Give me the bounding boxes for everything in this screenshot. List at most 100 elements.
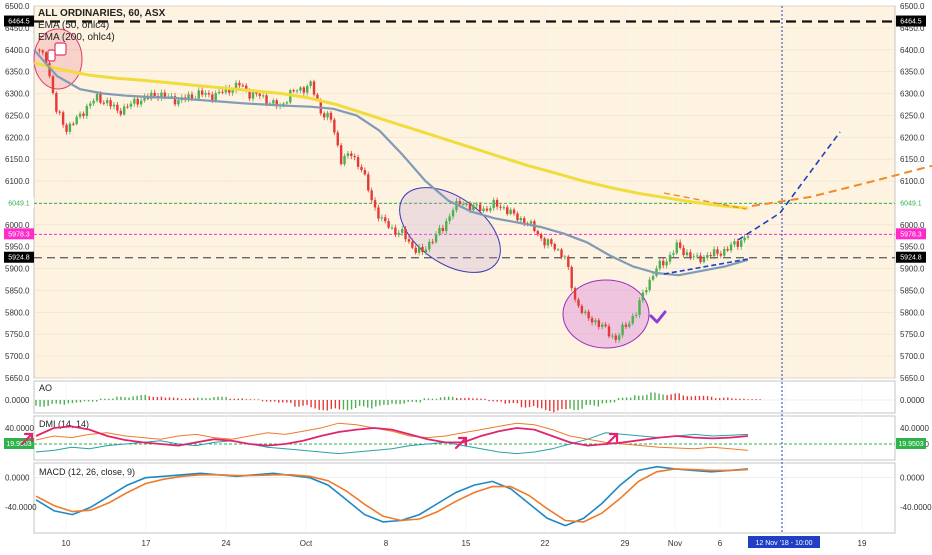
dmi-arrow-icon xyxy=(20,432,34,446)
candle-body xyxy=(516,213,519,221)
candle-body xyxy=(316,94,319,101)
candle-body xyxy=(587,311,590,319)
candle-body xyxy=(617,335,621,340)
y-tick-right: 5950.0 xyxy=(900,243,925,252)
y-tick-right: 6250.0 xyxy=(900,111,925,120)
y-tick-left: 5900.0 xyxy=(5,265,30,274)
candle-body xyxy=(607,326,611,337)
candle-body xyxy=(51,76,55,94)
y-tick-left: 6450.0 xyxy=(5,24,30,33)
x-tick: 29 xyxy=(621,539,630,548)
level-tag-right-top-bg xyxy=(896,15,926,27)
candle-body xyxy=(502,207,506,209)
candle-body xyxy=(716,249,719,254)
candle-body xyxy=(634,314,638,316)
candle-body xyxy=(306,85,309,93)
candle-body xyxy=(109,100,112,107)
cursor-date-tag-bg xyxy=(748,536,820,548)
candle-body xyxy=(282,103,285,105)
level-tag-left-magenta: 5978.3 xyxy=(8,231,30,238)
candle-body xyxy=(302,87,306,93)
y-tick-left: 5850.0 xyxy=(5,286,30,295)
candle-body xyxy=(675,242,678,254)
candle-body xyxy=(384,217,387,222)
candle-body xyxy=(261,95,265,97)
candle-body xyxy=(82,113,85,116)
ao-pane xyxy=(34,381,895,413)
candle-body xyxy=(685,252,689,256)
y-tick-left: 6300.0 xyxy=(5,90,30,99)
candle-body xyxy=(68,123,72,132)
level-tag-left-green-bg xyxy=(4,197,34,209)
candle-body xyxy=(292,90,295,92)
candle-body xyxy=(95,93,99,101)
candle-body xyxy=(285,102,289,104)
y-tick-left: 5650.0 xyxy=(5,374,30,383)
candle-body xyxy=(58,111,61,113)
candle-body xyxy=(740,240,743,247)
candle-body xyxy=(360,166,363,171)
x-tick: 19 xyxy=(858,539,867,548)
candle-body xyxy=(61,112,65,125)
candle-body xyxy=(611,335,614,337)
candle-body xyxy=(217,91,221,94)
candle-body xyxy=(394,227,397,235)
y-tick-left: 6200.0 xyxy=(5,133,30,142)
dmi-level-tag-right-bg xyxy=(896,438,926,449)
candle-body xyxy=(543,238,546,246)
x-tick: 15 xyxy=(462,539,471,548)
candle-body xyxy=(106,100,109,104)
candle-body xyxy=(719,253,723,256)
ema50-line xyxy=(33,49,749,277)
candle-body xyxy=(207,93,211,95)
level-tag-right-gray-bg xyxy=(896,251,926,263)
candle-body xyxy=(75,116,78,125)
y-tick-right: 6150.0 xyxy=(900,155,925,164)
candle-body xyxy=(417,246,421,253)
ellipse-top xyxy=(33,28,83,90)
candle-body xyxy=(234,82,238,91)
candle-body xyxy=(584,311,587,314)
candle-body xyxy=(336,132,339,146)
dmi-pink-line xyxy=(35,425,749,447)
candle-body xyxy=(723,248,726,256)
dmi-title: DMI (14, 14) xyxy=(39,419,89,429)
candle-body xyxy=(373,200,377,208)
y-tick-left: 6150.0 xyxy=(5,155,30,164)
candle-body xyxy=(265,95,268,105)
candle-body xyxy=(248,90,251,99)
candle-body xyxy=(99,93,102,103)
candle-body xyxy=(116,104,119,111)
candle-body xyxy=(631,315,634,324)
candle-body xyxy=(746,236,750,238)
level-tag-right-gray: 5924.8 xyxy=(900,255,922,262)
candle-body xyxy=(397,232,400,235)
projection-orange-line xyxy=(751,164,932,207)
candle-body xyxy=(126,106,129,108)
y-tick-left: 5950.0 xyxy=(5,243,30,252)
candle-body xyxy=(726,248,729,251)
candle-body xyxy=(245,85,248,91)
level-tag-left-magenta-bg xyxy=(4,228,34,240)
candle-body xyxy=(367,174,370,191)
x-tick: 8 xyxy=(384,539,389,548)
ema200-legend: EMA (200, ohlc4) xyxy=(38,32,115,43)
candle-body xyxy=(153,92,156,97)
candle-body xyxy=(699,255,702,263)
candle-body xyxy=(658,260,662,269)
candle-body xyxy=(570,266,573,289)
candle-body xyxy=(604,324,607,327)
candle-body xyxy=(597,320,601,327)
x-tick: 10 xyxy=(62,539,71,548)
candle-body xyxy=(428,241,431,250)
candle-body xyxy=(662,260,665,266)
candle-body xyxy=(729,244,733,251)
candle-body xyxy=(370,190,373,201)
candle-body xyxy=(431,241,434,243)
x-tick: 24 xyxy=(222,539,231,548)
candle-body xyxy=(139,100,143,105)
candle-body xyxy=(339,145,343,165)
candle-body xyxy=(448,216,451,222)
hand-pointer-icon xyxy=(54,42,67,56)
